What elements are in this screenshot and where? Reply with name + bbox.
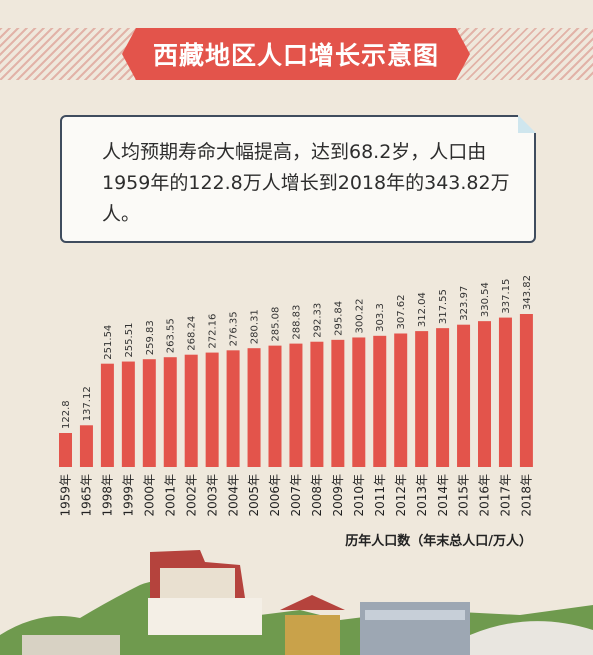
- value-label-2009年: 295.84: [333, 301, 344, 336]
- bar-1965年: [79, 425, 93, 467]
- tick-label-2016年: 2016年: [478, 474, 492, 517]
- tick-label-2004年: 2004年: [226, 474, 240, 517]
- value-label-1999年: 255.51: [124, 323, 135, 358]
- tick-label-2003年: 2003年: [205, 474, 219, 517]
- tick-label-2001年: 2001年: [163, 474, 177, 517]
- bar-2012年: [394, 333, 408, 467]
- bar-2006年: [268, 345, 282, 467]
- bar-2002年: [184, 354, 198, 467]
- tick-label-2018年: 2018年: [520, 474, 534, 517]
- value-label-2018年: 343.82: [522, 275, 533, 310]
- tick-label-2015年: 2015年: [457, 474, 471, 517]
- tick-labels-group: 1959年 1965年 1998年 1999年 2000年 2001年 2002年 2003年…: [59, 474, 534, 517]
- bar-1959年: [59, 433, 72, 467]
- value-label-2007年: 288.83: [291, 305, 302, 340]
- bar-2013年: [415, 331, 429, 467]
- value-label-2005年: 280.31: [250, 309, 261, 344]
- value-label-2016年: 330.54: [480, 282, 491, 317]
- value-label-2000年: 259.83: [145, 320, 156, 355]
- tick-label-2013年: 2013年: [415, 474, 429, 517]
- bar-2015年: [457, 324, 471, 467]
- bar-2018年: [519, 314, 533, 467]
- bar-2014年: [436, 328, 450, 467]
- bar-2017年: [498, 317, 512, 467]
- chart-caption: 历年人口数（年末总人口/万人）: [345, 533, 532, 549]
- value-label-2002年: 268.24: [187, 316, 198, 351]
- bar-2004年: [226, 350, 240, 467]
- tick-label-2012年: 2012年: [394, 474, 408, 517]
- value-label-2013年: 312.04: [417, 292, 428, 327]
- bar-1999年: [121, 361, 135, 467]
- tick-label-2008年: 2008年: [310, 474, 324, 517]
- value-labels-group: 122.8 137.12 251.54 255.51 259.83 263.55 268.2…: [61, 275, 533, 429]
- tick-label-2007年: 2007年: [289, 474, 303, 517]
- value-label-1959年: 122.8: [61, 400, 72, 429]
- tick-label-2005年: 2005年: [247, 474, 261, 517]
- value-label-2015年: 323.97: [459, 286, 470, 321]
- bar-2000年: [142, 359, 156, 467]
- value-label-2010年: 300.22: [354, 298, 365, 333]
- tick-label-2010年: 2010年: [352, 474, 366, 517]
- tick-label-1959年: 1959年: [59, 474, 73, 517]
- tick-label-2000年: 2000年: [143, 474, 157, 517]
- bar-1998年: [100, 363, 114, 467]
- bar-2011年: [373, 335, 387, 467]
- value-label-1965年: 137.12: [82, 386, 93, 421]
- note-fold-corner: [518, 115, 536, 133]
- value-label-2014年: 317.55: [438, 289, 449, 324]
- value-label-2008年: 292.33: [312, 303, 323, 338]
- tick-label-2002年: 2002年: [184, 474, 198, 517]
- tick-label-1965年: 1965年: [80, 474, 94, 517]
- bar-2005年: [247, 348, 261, 467]
- summary-text: 人均预期寿命大幅提高，达到68.2岁，人口由1959年的122.8万人增长到20…: [102, 141, 510, 225]
- value-label-1998年: 251.54: [103, 325, 114, 360]
- tick-label-1999年: 1999年: [122, 474, 136, 517]
- page-title: 西藏地区人口增长示意图: [122, 28, 470, 80]
- tick-label-2011年: 2011年: [373, 474, 387, 517]
- city-skyline-illustration: [0, 550, 593, 655]
- value-label-2012年: 307.62: [396, 294, 407, 329]
- bar-2008年: [310, 341, 324, 467]
- value-label-2001年: 263.55: [166, 318, 177, 353]
- value-label-2003年: 272.16: [208, 314, 219, 349]
- tick-label-2017年: 2017年: [499, 474, 513, 517]
- population-bar-chart: 122.8 137.12 251.54 255.51 259.83 263.55 268.2…: [59, 275, 534, 549]
- bar-2009年: [331, 339, 345, 467]
- value-label-2011年: 303.3: [375, 303, 386, 332]
- value-label-2017年: 337.15: [501, 279, 512, 314]
- tick-label-2009年: 2009年: [331, 474, 345, 517]
- value-label-2004年: 276.35: [229, 311, 240, 346]
- summary-note: 人均预期寿命大幅提高，达到68.2岁，人口由1959年的122.8万人增长到20…: [60, 115, 536, 243]
- tick-label-2014年: 2014年: [436, 474, 450, 517]
- bar-2007年: [289, 343, 303, 467]
- value-label-2006年: 285.08: [271, 307, 282, 342]
- bar-2001年: [163, 357, 177, 467]
- bars-group: [59, 314, 533, 467]
- bar-2016年: [478, 321, 491, 467]
- tick-label-2006年: 2006年: [268, 474, 282, 517]
- bar-2010年: [352, 337, 366, 467]
- tick-label-1998年: 1998年: [101, 474, 115, 517]
- bar-2003年: [205, 352, 219, 467]
